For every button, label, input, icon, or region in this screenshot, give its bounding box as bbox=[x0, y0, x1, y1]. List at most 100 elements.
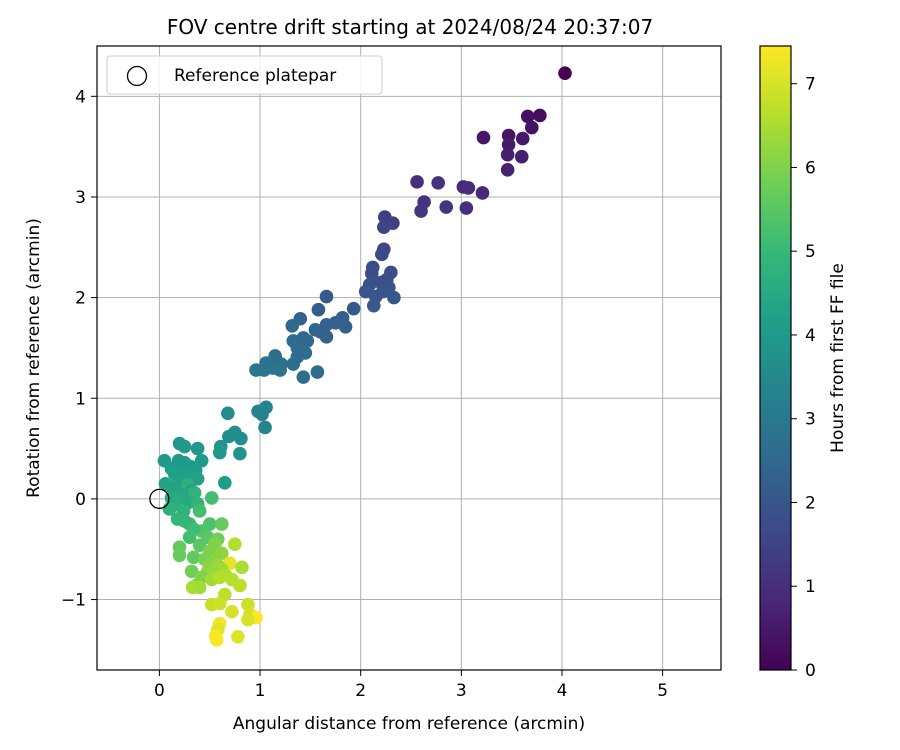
data-point bbox=[192, 580, 207, 595]
data-point bbox=[431, 176, 445, 190]
data-point bbox=[215, 517, 229, 531]
colorbar-tick-label: 4 bbox=[805, 326, 816, 346]
data-point bbox=[257, 363, 271, 377]
data-point bbox=[212, 596, 227, 611]
data-point bbox=[212, 570, 227, 585]
y-tick-label: 1 bbox=[75, 389, 86, 409]
data-point bbox=[319, 330, 334, 344]
data-point bbox=[235, 560, 249, 575]
colorbar: 0 1 2 3 4 5 6 7 Hours from first FF file bbox=[759, 45, 848, 681]
data-point bbox=[338, 320, 353, 334]
data-point bbox=[558, 66, 572, 80]
data-point bbox=[273, 363, 287, 377]
data-point bbox=[310, 365, 325, 379]
colorbar-tick-label: 7 bbox=[805, 75, 816, 95]
grid-lines bbox=[97, 46, 721, 670]
data-point bbox=[190, 471, 205, 486]
data-point bbox=[358, 284, 373, 299]
legend-box bbox=[106, 55, 383, 95]
data-point bbox=[459, 201, 474, 215]
plot-frame bbox=[96, 45, 722, 671]
colorbar-tick-label: 6 bbox=[805, 158, 816, 178]
data-point bbox=[192, 504, 207, 518]
data-point bbox=[524, 120, 539, 135]
data-point bbox=[319, 289, 334, 304]
data-point bbox=[231, 629, 245, 644]
data-point bbox=[285, 318, 300, 333]
y-tick-label: 2 bbox=[75, 289, 86, 309]
data-point bbox=[387, 290, 401, 305]
data-point bbox=[209, 633, 224, 647]
data-point bbox=[177, 514, 192, 528]
data-point bbox=[377, 220, 391, 234]
data-point bbox=[233, 446, 247, 461]
data-point bbox=[182, 530, 197, 544]
colorbar-gradient bbox=[759, 45, 792, 671]
data-point bbox=[204, 491, 219, 505]
colorbar-tick-label: 2 bbox=[805, 493, 816, 513]
data-point bbox=[184, 564, 199, 579]
data-point bbox=[346, 301, 361, 316]
colorbar-label: Hours from first FF file bbox=[828, 263, 848, 453]
data-point bbox=[533, 108, 547, 123]
data-point bbox=[234, 431, 248, 446]
data-point bbox=[187, 486, 202, 500]
colorbar-tick-label: 5 bbox=[805, 242, 816, 262]
x-axis-label: Angular distance from reference (arcmin) bbox=[233, 714, 585, 734]
data-point bbox=[241, 612, 255, 627]
data-point bbox=[228, 537, 242, 551]
legend-reference-marker bbox=[126, 65, 148, 87]
x-tick-label: 0 bbox=[154, 681, 165, 701]
legend-label-reference-platepar: Reference platepar bbox=[174, 66, 336, 86]
data-point bbox=[364, 266, 379, 281]
data-point bbox=[225, 604, 239, 619]
data-point bbox=[258, 420, 272, 435]
data-point bbox=[501, 137, 516, 152]
data-point bbox=[190, 441, 205, 456]
reference-platepar-marker bbox=[149, 488, 170, 510]
data-point bbox=[461, 181, 476, 195]
colorbar-tick-label: 1 bbox=[805, 577, 816, 597]
data-point bbox=[177, 439, 192, 454]
data-point bbox=[439, 200, 454, 214]
data-point bbox=[233, 578, 247, 593]
data-point bbox=[221, 406, 235, 421]
x-tick-label: 5 bbox=[657, 681, 668, 701]
data-point bbox=[500, 147, 515, 162]
y-axis-label: Rotation from reference (arcmin) bbox=[24, 218, 44, 498]
legend: Reference platepar bbox=[106, 55, 383, 95]
x-tick-label: 4 bbox=[557, 681, 568, 701]
data-point bbox=[286, 357, 301, 371]
data-point bbox=[296, 370, 311, 384]
data-point bbox=[212, 445, 227, 460]
data-point bbox=[311, 302, 326, 317]
data-point bbox=[476, 130, 491, 145]
data-point bbox=[186, 550, 201, 565]
data-point bbox=[194, 453, 209, 468]
data-point bbox=[218, 476, 232, 490]
data-point bbox=[366, 298, 381, 313]
data-point bbox=[192, 538, 207, 552]
data-point bbox=[241, 597, 255, 612]
data-point bbox=[172, 548, 187, 563]
data-point bbox=[300, 334, 315, 348]
data-point bbox=[500, 162, 515, 177]
chart-title: FOV centre drift starting at 2024/08/24 … bbox=[167, 15, 653, 39]
data-point bbox=[515, 131, 530, 146]
y-tick-label: −1 bbox=[61, 591, 86, 611]
colorbar-tick-label: 3 bbox=[805, 410, 816, 430]
y-tick-label: 3 bbox=[75, 188, 86, 208]
y-tick-label: 0 bbox=[75, 490, 86, 510]
data-point bbox=[475, 186, 490, 200]
data-point bbox=[255, 407, 269, 422]
x-tick-label: 1 bbox=[255, 681, 266, 701]
data-point bbox=[520, 109, 535, 124]
plot-area: 0 1 2 3 4 5 −1 0 1 2 3 4 bbox=[61, 45, 722, 701]
colorbar-ticks: 0 1 2 3 4 5 6 7 bbox=[791, 75, 816, 681]
axis-ticks: 0 1 2 3 4 5 −1 0 1 2 3 4 bbox=[61, 87, 668, 701]
x-tick-label: 3 bbox=[456, 681, 467, 701]
x-tick-label: 2 bbox=[355, 681, 366, 701]
data-point bbox=[414, 204, 428, 218]
data-point bbox=[375, 247, 389, 262]
